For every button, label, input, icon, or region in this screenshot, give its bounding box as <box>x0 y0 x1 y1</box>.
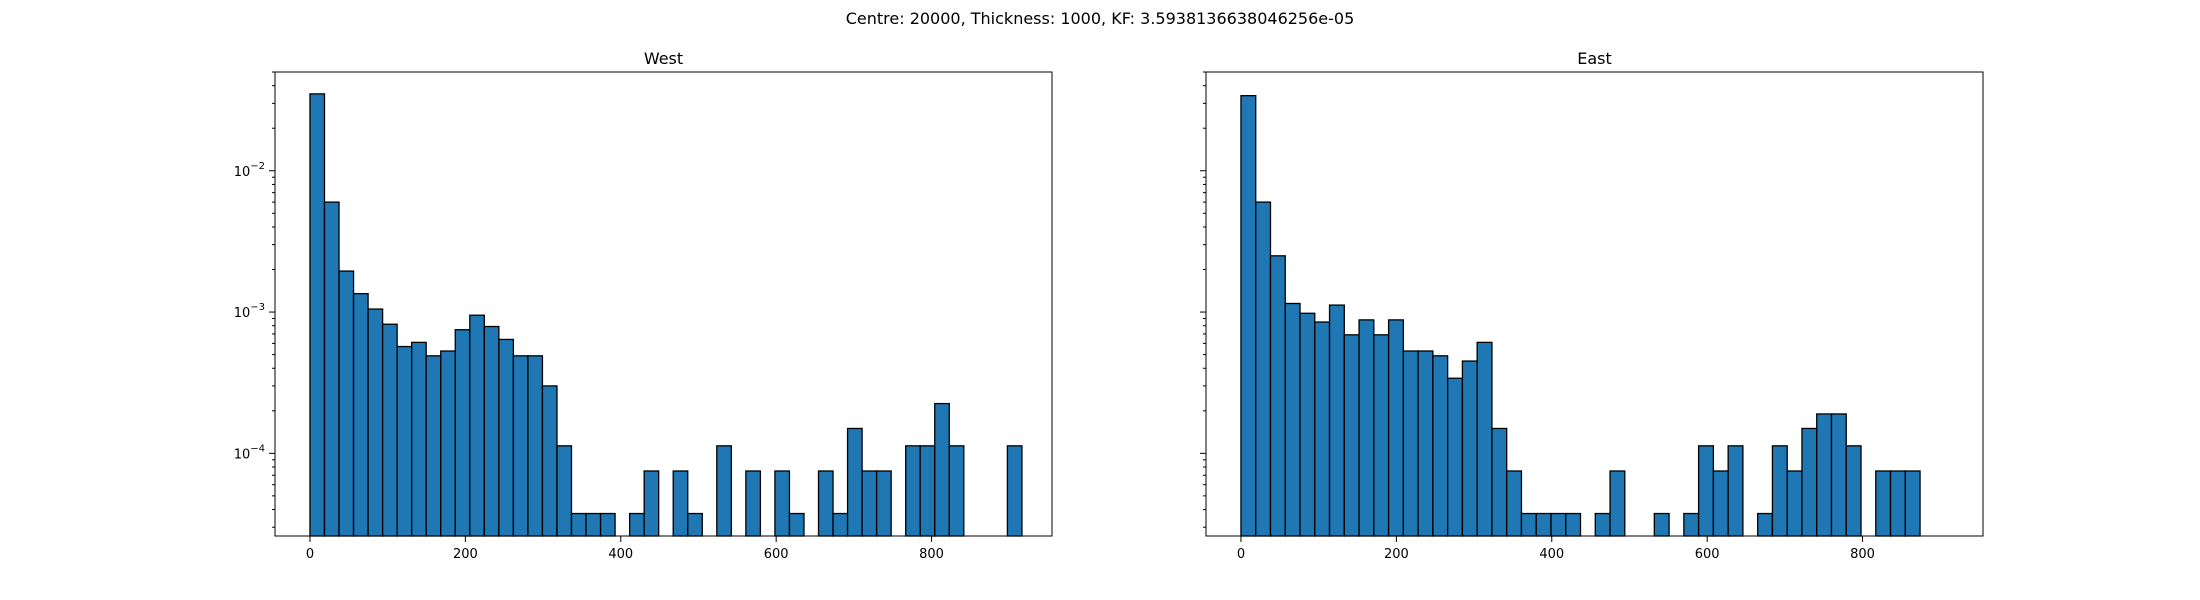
west-bar-0 <box>309 93 326 537</box>
east-bar-17 <box>1491 427 1508 537</box>
west-bar-25 <box>716 445 732 537</box>
west-bar-36 <box>934 402 950 537</box>
east-bar-36 <box>1845 445 1862 537</box>
east-xtick-label-4: 800 <box>1850 547 1875 562</box>
west-bar-38 <box>1006 445 1023 537</box>
west-bar-2 <box>338 270 355 537</box>
east-bar-0 <box>1240 95 1257 537</box>
east-axes-frame <box>1205 71 1984 537</box>
east-bar-10 <box>1387 319 1405 537</box>
east-bar-1 <box>1255 201 1272 537</box>
east-bar-4 <box>1299 312 1316 537</box>
east-bar-24 <box>1609 470 1626 537</box>
east-bar-21 <box>1550 512 1567 537</box>
east-bar-12 <box>1417 350 1434 537</box>
west-bar-6 <box>396 345 413 537</box>
east-bar-22 <box>1565 512 1582 537</box>
east-bar-25 <box>1653 512 1670 537</box>
west-bar-24 <box>687 512 703 537</box>
west-bar-37 <box>948 445 965 537</box>
east-bar-27 <box>1697 445 1715 537</box>
east-bar-33 <box>1801 427 1818 537</box>
west-title: West <box>644 49 683 68</box>
west-bar-5 <box>381 323 398 537</box>
east-bar-26 <box>1683 512 1700 537</box>
west-bar-27 <box>774 470 791 537</box>
east-bar-37 <box>1875 470 1892 537</box>
west-bar-11 <box>469 314 485 537</box>
west-bar-1 <box>323 201 340 537</box>
east-bar-3 <box>1284 302 1301 537</box>
east-bar-32 <box>1786 470 1803 537</box>
west-bar-10 <box>454 329 471 537</box>
east-title: East <box>1577 49 1612 68</box>
west-bar-19 <box>585 512 602 537</box>
east-bar-19 <box>1520 512 1537 537</box>
west-bar-31 <box>846 427 863 537</box>
west-bar-4 <box>367 308 384 537</box>
west-bar-9 <box>440 350 456 537</box>
west-bar-32 <box>861 470 878 537</box>
east-bar-16 <box>1476 341 1493 537</box>
east-bar-14 <box>1446 377 1464 537</box>
east-bar-5 <box>1314 321 1331 537</box>
west-bar-26 <box>745 470 762 537</box>
west-xtick-label-4: 800 <box>919 547 944 562</box>
east-bar-13 <box>1432 355 1449 537</box>
east-bar-29 <box>1727 445 1744 537</box>
east-xtick-label-3: 600 <box>1695 547 1720 562</box>
east-xtick-label-0: 0 <box>1237 547 1245 562</box>
west-bar-21 <box>628 512 645 537</box>
east-bar-23 <box>1594 512 1611 537</box>
east-bar-30 <box>1757 512 1774 537</box>
east-bar-35 <box>1830 413 1847 537</box>
west-bar-18 <box>570 512 587 537</box>
west-bar-14 <box>512 355 529 537</box>
west-bar-8 <box>425 355 442 537</box>
east-xtick-label-2: 400 <box>1539 547 1564 562</box>
west-bar-12 <box>483 325 500 537</box>
west-xtick-label-2: 400 <box>608 547 633 562</box>
west-bar-23 <box>672 470 689 537</box>
west-bars <box>309 93 1023 537</box>
west-xtick-label-1: 200 <box>453 547 478 562</box>
east-xtick-label-1: 200 <box>1384 547 1409 562</box>
east-bar-38 <box>1889 470 1906 537</box>
west-bar-22 <box>643 470 660 537</box>
west-bar-33 <box>875 470 892 537</box>
east-bar-20 <box>1535 512 1552 537</box>
west-bar-17 <box>556 445 573 537</box>
east-bar-31 <box>1771 445 1788 537</box>
east-bar-8 <box>1358 319 1375 537</box>
east-bar-34 <box>1816 413 1833 537</box>
west-bar-29 <box>817 470 834 537</box>
west-bar-34 <box>905 445 921 537</box>
west-xtick-label-0: 0 <box>306 547 314 562</box>
east-bar-28 <box>1712 470 1729 537</box>
east-bar-7 <box>1343 334 1360 537</box>
west-bar-16 <box>541 385 558 537</box>
east-panel: East 0 200 400 600 800 <box>1200 49 1984 562</box>
figure-suptitle: Centre: 20000, Thickness: 1000, KF: 3.59… <box>846 9 1355 28</box>
west-xtick-label-3: 600 <box>764 547 789 562</box>
east-bar-15 <box>1461 360 1478 537</box>
west-bar-28 <box>788 512 805 537</box>
east-bar-18 <box>1506 470 1523 537</box>
east-bar-39 <box>1904 470 1921 537</box>
west-bar-35 <box>919 445 936 537</box>
west-bar-3 <box>352 292 369 537</box>
west-bar-13 <box>498 338 515 537</box>
east-bar-11 <box>1402 350 1419 537</box>
east-bar-2 <box>1269 255 1286 537</box>
east-bar-6 <box>1328 304 1345 537</box>
west-bar-30 <box>832 512 849 537</box>
west-bar-7 <box>411 341 427 537</box>
west-bar-15 <box>527 355 544 537</box>
west-axes-frame <box>274 71 1053 537</box>
west-bar-20 <box>599 512 616 537</box>
east-bar-9 <box>1373 334 1390 537</box>
east-bars <box>1240 95 1921 537</box>
